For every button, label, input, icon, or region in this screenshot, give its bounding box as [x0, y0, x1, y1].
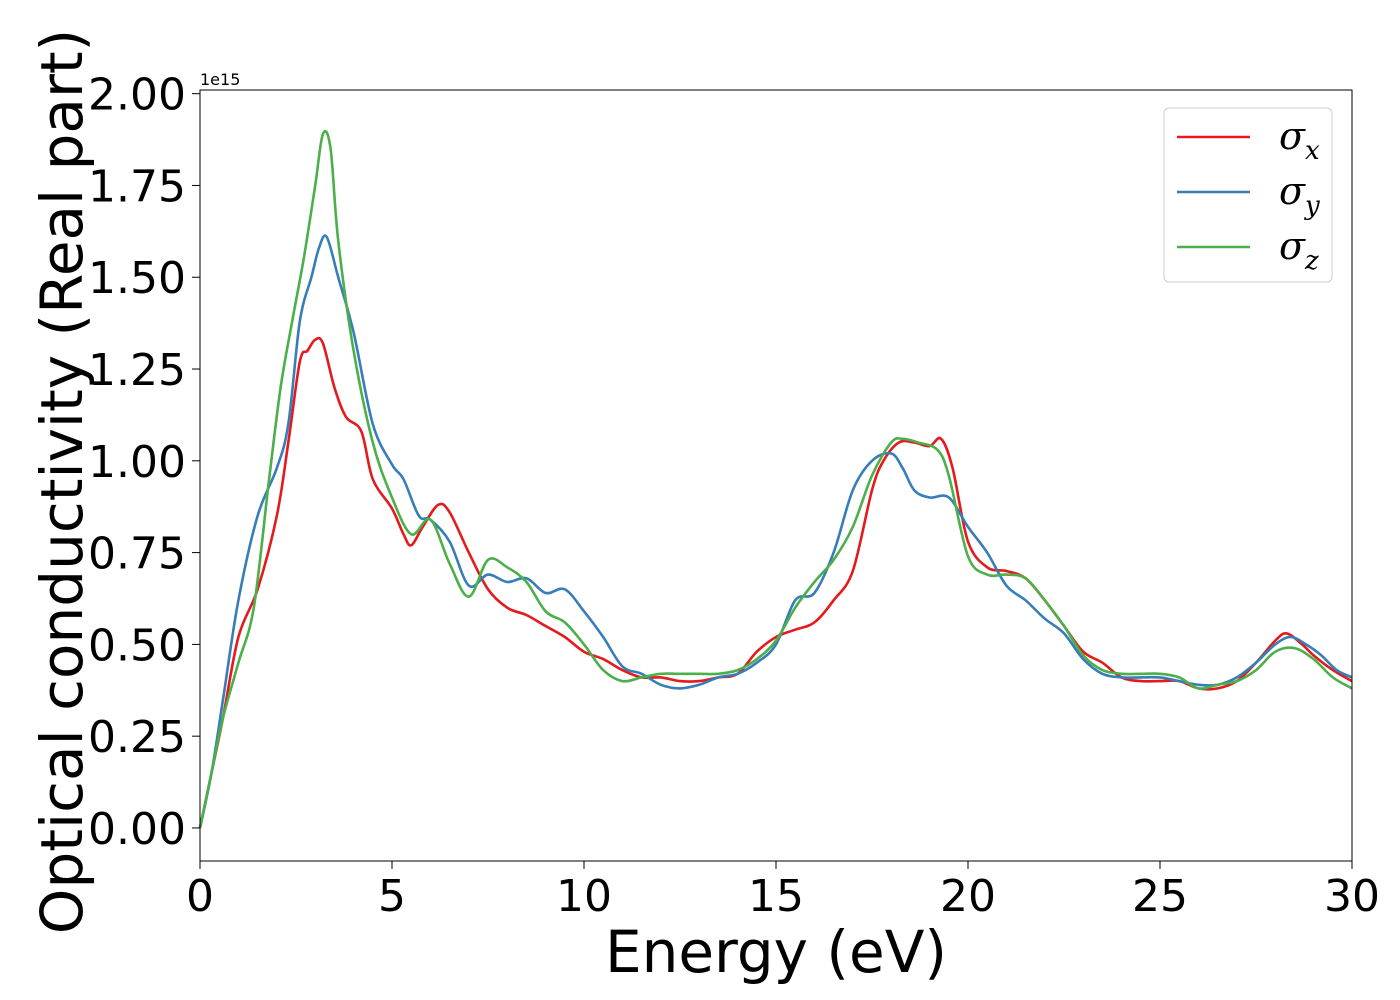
x-axis-ticks: 0 5 10 15 20 25 30	[186, 861, 1380, 922]
x-tick-label: 20	[940, 871, 996, 922]
y-tick-label: 1.50	[88, 253, 186, 304]
series-line-z	[198, 129, 1353, 829]
x-tick-label: 30	[1324, 871, 1380, 922]
y-axis-ticks: 0.00 0.25 0.50 0.75 1.00 1.25 1.50 1.75 2.00	[88, 70, 200, 855]
legend-box	[1163, 107, 1333, 283]
series-layer	[198, 129, 1353, 829]
x-tick-label: 0	[186, 871, 214, 922]
y-offset-text: 1e15	[200, 70, 240, 89]
legend-entry-y: σy	[1279, 169, 1320, 221]
x-tick-label: 5	[378, 871, 406, 922]
y-tick-label: 2.00	[88, 70, 186, 121]
y-tick-label: 0.00	[88, 804, 186, 855]
y-tick-label: 0.50	[88, 620, 186, 671]
y-tick-label: 1.75	[88, 161, 186, 212]
series-line-y	[198, 234, 1353, 829]
y-tick-label: 0.25	[88, 712, 186, 763]
y-tick-label: 1.00	[88, 437, 186, 488]
legend-entry-z: σz	[1279, 224, 1319, 276]
x-tick-label: 25	[1132, 871, 1188, 922]
legend-entry-x: σx	[1279, 114, 1320, 166]
y-tick-label: 1.25	[88, 345, 186, 396]
x-axis-label: Energy (eV)	[605, 918, 947, 986]
y-axis-label: Optical conductivity (Real part)	[28, 29, 96, 934]
x-tick-label: 15	[748, 871, 804, 922]
y-tick-label: 0.75	[88, 529, 186, 580]
x-tick-label: 10	[556, 871, 612, 922]
